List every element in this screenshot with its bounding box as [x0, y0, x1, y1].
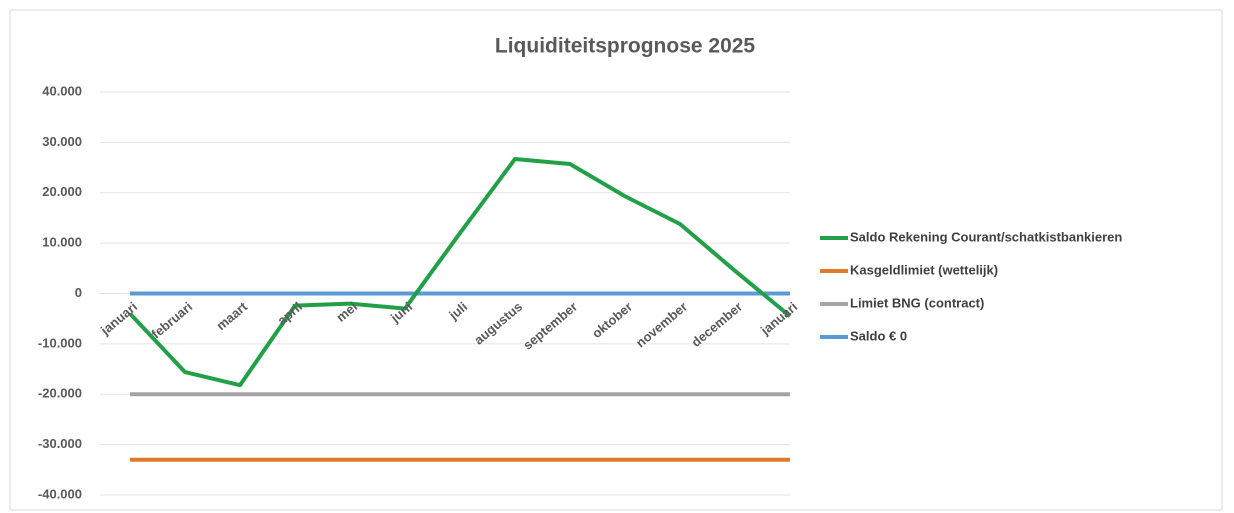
- y-tick-label: -40.000: [38, 486, 82, 501]
- y-tick-label: 40.000: [42, 83, 82, 98]
- y-tick-label: 0: [75, 285, 82, 300]
- legend-label: Saldo € 0: [850, 328, 907, 343]
- legend-label: Limiet BNG (contract): [850, 295, 984, 310]
- y-tick-label: -20.000: [38, 386, 82, 401]
- legend-label: Kasgeldlimiet (wettelijk): [850, 262, 998, 277]
- chart-border: [9, 9, 1223, 511]
- y-tick-label: 30.000: [42, 134, 82, 149]
- legend-label: Saldo Rekening Courant/schatkistbankiere…: [850, 229, 1122, 244]
- y-tick-label: -30.000: [38, 436, 82, 451]
- y-tick-label: 10.000: [42, 235, 82, 250]
- series-line: [128, 156, 792, 388]
- y-tick-label: -10.000: [38, 335, 82, 350]
- y-tick-label: 20.000: [42, 184, 82, 199]
- chart-title: Liquiditeitsprognose 2025: [495, 35, 756, 58]
